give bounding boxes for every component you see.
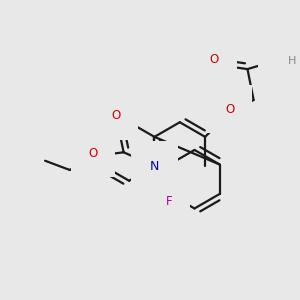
Text: O: O	[210, 52, 219, 66]
Text: H: H	[288, 56, 296, 66]
Text: O: O	[111, 109, 121, 122]
Text: F: F	[166, 195, 172, 208]
Text: N: N	[150, 160, 159, 172]
Text: O: O	[88, 146, 98, 160]
Text: O: O	[225, 103, 234, 116]
Text: N: N	[277, 49, 286, 62]
